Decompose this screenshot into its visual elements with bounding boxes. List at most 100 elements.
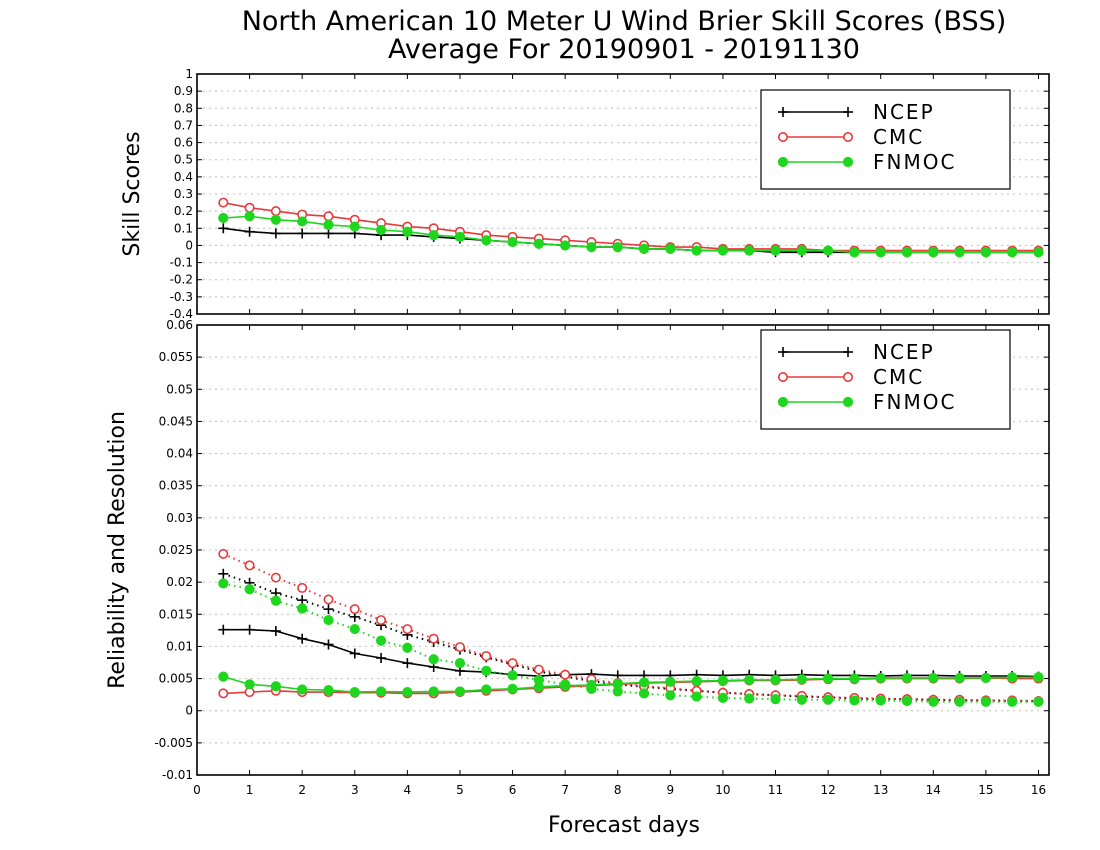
x-tick-label: 12 xyxy=(820,783,835,797)
data-point xyxy=(507,670,518,681)
data-point xyxy=(770,694,781,705)
data-point xyxy=(244,226,255,237)
y-tick-label: -0.2 xyxy=(170,273,193,287)
data-point xyxy=(1007,696,1018,707)
data-point xyxy=(297,216,308,227)
data-point xyxy=(823,673,834,684)
data-point xyxy=(744,245,755,256)
data-point xyxy=(954,672,965,684)
data-point xyxy=(218,197,229,208)
series-line xyxy=(223,628,1039,678)
data-point xyxy=(586,683,597,694)
legend-box xyxy=(760,329,1011,430)
legend-marker xyxy=(843,107,853,117)
data-point xyxy=(323,228,334,239)
data-point xyxy=(980,696,991,707)
legend-marker xyxy=(842,132,853,143)
data-point xyxy=(218,548,229,559)
data-point xyxy=(849,673,860,684)
series-fnmoc xyxy=(218,211,1044,258)
data-point xyxy=(823,694,834,705)
data-point xyxy=(270,626,281,636)
data-point xyxy=(481,651,492,662)
x-tick-label: 9 xyxy=(667,783,675,797)
series-ncep-resolution xyxy=(218,624,1044,682)
x-tick-label: 2 xyxy=(298,783,306,797)
data-point xyxy=(612,242,623,253)
x-tick-label: 5 xyxy=(456,783,464,797)
data-point xyxy=(375,635,387,646)
data-point xyxy=(218,671,229,682)
data-point xyxy=(218,212,229,224)
data-point xyxy=(507,658,518,669)
data-point xyxy=(349,648,360,659)
legend-marker xyxy=(778,347,788,357)
data-point xyxy=(481,235,492,246)
x-tick-label: 14 xyxy=(926,783,941,797)
data-point xyxy=(665,690,676,701)
data-point xyxy=(244,584,255,595)
x-tick-label: 10 xyxy=(715,783,730,797)
y-tick-label: 0 xyxy=(185,704,193,718)
data-point xyxy=(849,247,860,258)
data-point xyxy=(507,683,518,694)
y-tick-label: 0.8 xyxy=(174,101,193,115)
data-point xyxy=(270,681,281,692)
y-tick-label: 0.025 xyxy=(159,543,193,557)
data-point xyxy=(428,230,439,241)
data-point xyxy=(270,572,281,583)
x-tick-label: 0 xyxy=(193,783,201,797)
data-point xyxy=(980,672,991,684)
data-point xyxy=(428,654,439,665)
y-tick-label: 0.4 xyxy=(174,170,193,184)
skill-score-panel: 1 0.9 0.8 0.7 0.6 0.5 0.4 0.3 0.2 0.1 0 -0.1 -0.2 -0.… xyxy=(120,67,1050,321)
data-point xyxy=(402,686,413,698)
data-point xyxy=(954,696,965,707)
y-tick-label: 0.01 xyxy=(166,639,193,653)
data-point xyxy=(323,594,334,605)
x-tick-label: 8 xyxy=(614,783,622,797)
y-tick-label: 0.2 xyxy=(174,204,193,218)
data-point xyxy=(375,686,387,697)
chart-title-line-2: Average For 20190901 - 20191130 xyxy=(388,34,860,65)
data-point xyxy=(770,245,781,256)
y-tick-label: -0.005 xyxy=(154,736,193,750)
data-point xyxy=(1007,672,1018,683)
x-tick-label: 3 xyxy=(351,783,359,797)
data-point xyxy=(402,624,413,635)
y-tick-label: 0.04 xyxy=(166,447,193,461)
legend-label-fnmoc: FNMOC xyxy=(873,150,956,174)
data-point xyxy=(428,633,439,644)
x-tick-label: 7 xyxy=(561,783,569,797)
series-fnmoc-reliability xyxy=(218,578,1044,707)
data-point xyxy=(928,672,939,684)
data-point xyxy=(1033,696,1044,707)
data-point xyxy=(560,679,571,690)
y-tick-label: 0.005 xyxy=(159,672,193,686)
x-tick-label: 4 xyxy=(404,783,412,797)
data-point xyxy=(244,679,255,690)
data-point xyxy=(875,672,886,684)
data-point xyxy=(507,236,518,248)
data-point xyxy=(349,221,360,232)
data-point xyxy=(323,219,334,230)
legend-marker xyxy=(843,347,853,357)
data-point xyxy=(638,677,650,688)
data-point xyxy=(875,247,886,258)
y-tick-label: -0.01 xyxy=(162,768,193,782)
data-point xyxy=(270,595,281,606)
data-point xyxy=(901,695,913,707)
y-tick-label: 0.015 xyxy=(159,607,193,621)
y-tick-label: 0.3 xyxy=(174,187,193,201)
data-point xyxy=(323,685,334,696)
y-tick-label: -0.3 xyxy=(170,290,193,304)
y-axis-label: Reliability and Resolution xyxy=(105,411,130,689)
data-point xyxy=(481,684,492,695)
y-tick-label: 1 xyxy=(185,67,193,81)
data-point xyxy=(638,243,650,254)
legend-marker xyxy=(842,156,854,168)
data-point xyxy=(717,692,729,703)
y-tick-label: 0.045 xyxy=(159,414,193,428)
data-point xyxy=(218,568,229,579)
